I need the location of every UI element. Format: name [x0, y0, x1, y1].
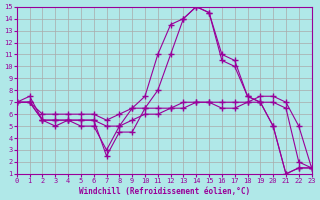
X-axis label: Windchill (Refroidissement éolien,°C): Windchill (Refroidissement éolien,°C) [79, 187, 250, 196]
